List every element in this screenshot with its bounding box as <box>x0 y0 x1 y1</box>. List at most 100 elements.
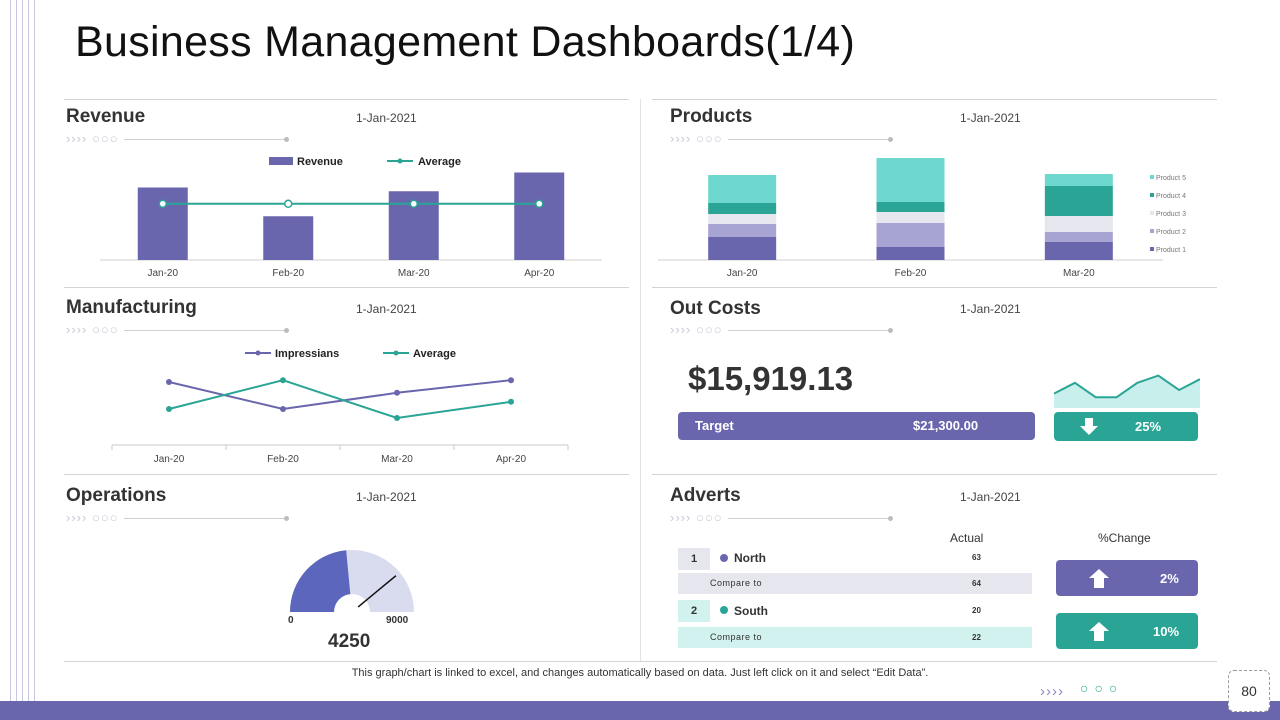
manufacturing-date: 1-Jan-2021 <box>356 302 417 316</box>
series-point <box>508 377 514 384</box>
adverts-col-actual: Actual <box>950 531 984 545</box>
x-tick-label: Jan-20 <box>147 268 178 279</box>
purple-dot-icon <box>720 554 728 562</box>
chevron-decoration-icon: ›››› <box>670 510 692 525</box>
products-bar-segment <box>708 175 777 203</box>
revenue-chart: Revenue Average Jan-20 Feb-20 Mar-20 Apr-20 <box>100 156 602 279</box>
decoration-line <box>124 330 286 331</box>
manufacturing-title: Manufacturing <box>66 297 197 318</box>
arrow-up-icon <box>1089 569 1109 588</box>
products-bar-segment <box>708 214 777 224</box>
legend-label: Product 3 <box>1156 211 1186 218</box>
left-border-line <box>22 0 23 720</box>
manufacturing-chart: Impressians Average Jan-20 Feb-20 Mar-20 Apr-… <box>111 348 569 465</box>
adverts-row-number: 2 <box>678 600 710 622</box>
chevron-decoration-icon: ›››› <box>670 131 692 146</box>
chevron-decoration-icon: ›››› <box>670 322 692 337</box>
series-point <box>508 398 514 405</box>
decoration-line <box>124 518 286 519</box>
adverts-region: North <box>734 551 766 565</box>
products-date: 1-Jan-2021 <box>960 111 1021 125</box>
target-bar: Target $21,300.00 <box>678 412 1035 440</box>
series-point <box>280 377 286 384</box>
adverts-region: South <box>734 604 768 618</box>
legend-swatch <box>1150 229 1154 233</box>
products-title: Products <box>670 106 753 127</box>
divider <box>652 287 1217 288</box>
products-chart: Jan-20 Feb-20 Mar-20 Product 5 Product 4 Prod… <box>658 158 1186 279</box>
adverts-date: 1-Jan-2021 <box>960 490 1021 504</box>
products-bar-segment <box>1044 186 1113 216</box>
decoration-dot <box>284 516 289 521</box>
decoration-line <box>728 330 890 331</box>
bottom-bar <box>0 701 1280 720</box>
x-tick-label: Apr-20 <box>496 454 526 465</box>
chevron-decoration-icon: ›››› <box>1040 683 1064 700</box>
circles-decoration-icon: ○○○ <box>92 510 119 525</box>
circles-decoration-icon: ○○○ <box>92 322 119 337</box>
x-tick-label: Feb-20 <box>895 268 927 279</box>
products-bar-segment <box>1044 216 1113 232</box>
adverts-change-box: 2% <box>1056 560 1198 596</box>
legend-label-average: Average <box>418 156 461 168</box>
x-tick-label: Mar-20 <box>398 268 430 279</box>
sparkline-line <box>1054 374 1200 399</box>
x-tick-label: Apr-20 <box>524 268 554 279</box>
legend-swatch <box>1150 211 1154 215</box>
legend-label-impressians: Impressians <box>275 348 339 360</box>
gauge-needle <box>357 575 397 608</box>
operations-gauge <box>290 550 414 612</box>
legend-label: Product 1 <box>1156 247 1186 254</box>
chevron-decoration-icon: ›››› <box>66 322 88 337</box>
adverts-compare-row <box>678 627 1032 648</box>
divider <box>64 99 629 100</box>
revenue-bar <box>263 216 314 260</box>
out-costs-change-box: 25% <box>1054 412 1198 441</box>
average-point <box>409 199 418 208</box>
x-tick-label: Mar-20 <box>1063 268 1095 279</box>
adverts-change: 10% <box>1153 624 1180 639</box>
left-border-line <box>10 0 11 720</box>
adverts-change-box: 10% <box>1056 613 1198 649</box>
row-number-text: 2 <box>690 605 698 617</box>
circles-decoration-icon: ○○○ <box>696 510 723 525</box>
out-costs-title: Out Costs <box>670 298 761 319</box>
products-bar-segment <box>876 158 945 202</box>
products-bar-segment <box>1044 174 1113 186</box>
products-bar-segment <box>876 247 945 260</box>
series-point <box>394 415 400 421</box>
operations-date: 1-Jan-2021 <box>356 490 417 504</box>
arrow-up-icon <box>1089 622 1109 641</box>
adverts-actual: 63 <box>972 553 981 562</box>
products-bar-segment <box>708 203 777 214</box>
decoration-dot <box>888 516 893 521</box>
legend-swatch <box>1150 175 1154 179</box>
adverts-compare-label: Compare to <box>710 632 763 642</box>
chevron-decoration-icon: ›››› <box>66 131 88 146</box>
adverts-compare-value: 22 <box>972 633 981 642</box>
legend-label-average: Average <box>413 348 456 360</box>
footer-note: This graph/chart is linked to excel, and… <box>351 667 929 679</box>
average-point <box>535 199 544 208</box>
page-title: Business Management Dashboards(1/4) <box>75 18 856 66</box>
series-point <box>394 389 400 396</box>
adverts-title: Adverts <box>670 485 741 506</box>
target-label: Target <box>695 418 734 433</box>
decoration-line <box>728 518 890 519</box>
products-bar-segment <box>1044 242 1113 260</box>
revenue-date: 1-Jan-2021 <box>356 111 417 125</box>
decoration-dot <box>888 137 893 142</box>
average-point <box>284 199 293 208</box>
legend-label: Product 5 <box>1156 175 1186 182</box>
out-costs-change: 25% <box>1135 419 1162 434</box>
series-point <box>166 379 172 385</box>
decoration-line <box>728 139 890 140</box>
out-costs-value: $15,919.13 <box>688 360 854 397</box>
adverts-compare-label: Compare to <box>710 578 763 588</box>
average-point <box>158 199 167 208</box>
legend-label-revenue: Revenue <box>297 156 343 168</box>
legend-swatch <box>1150 193 1154 197</box>
adverts-col-change: %Change <box>1098 531 1151 545</box>
revenue-title: Revenue <box>66 106 146 127</box>
products-bar-segment <box>876 212 945 223</box>
